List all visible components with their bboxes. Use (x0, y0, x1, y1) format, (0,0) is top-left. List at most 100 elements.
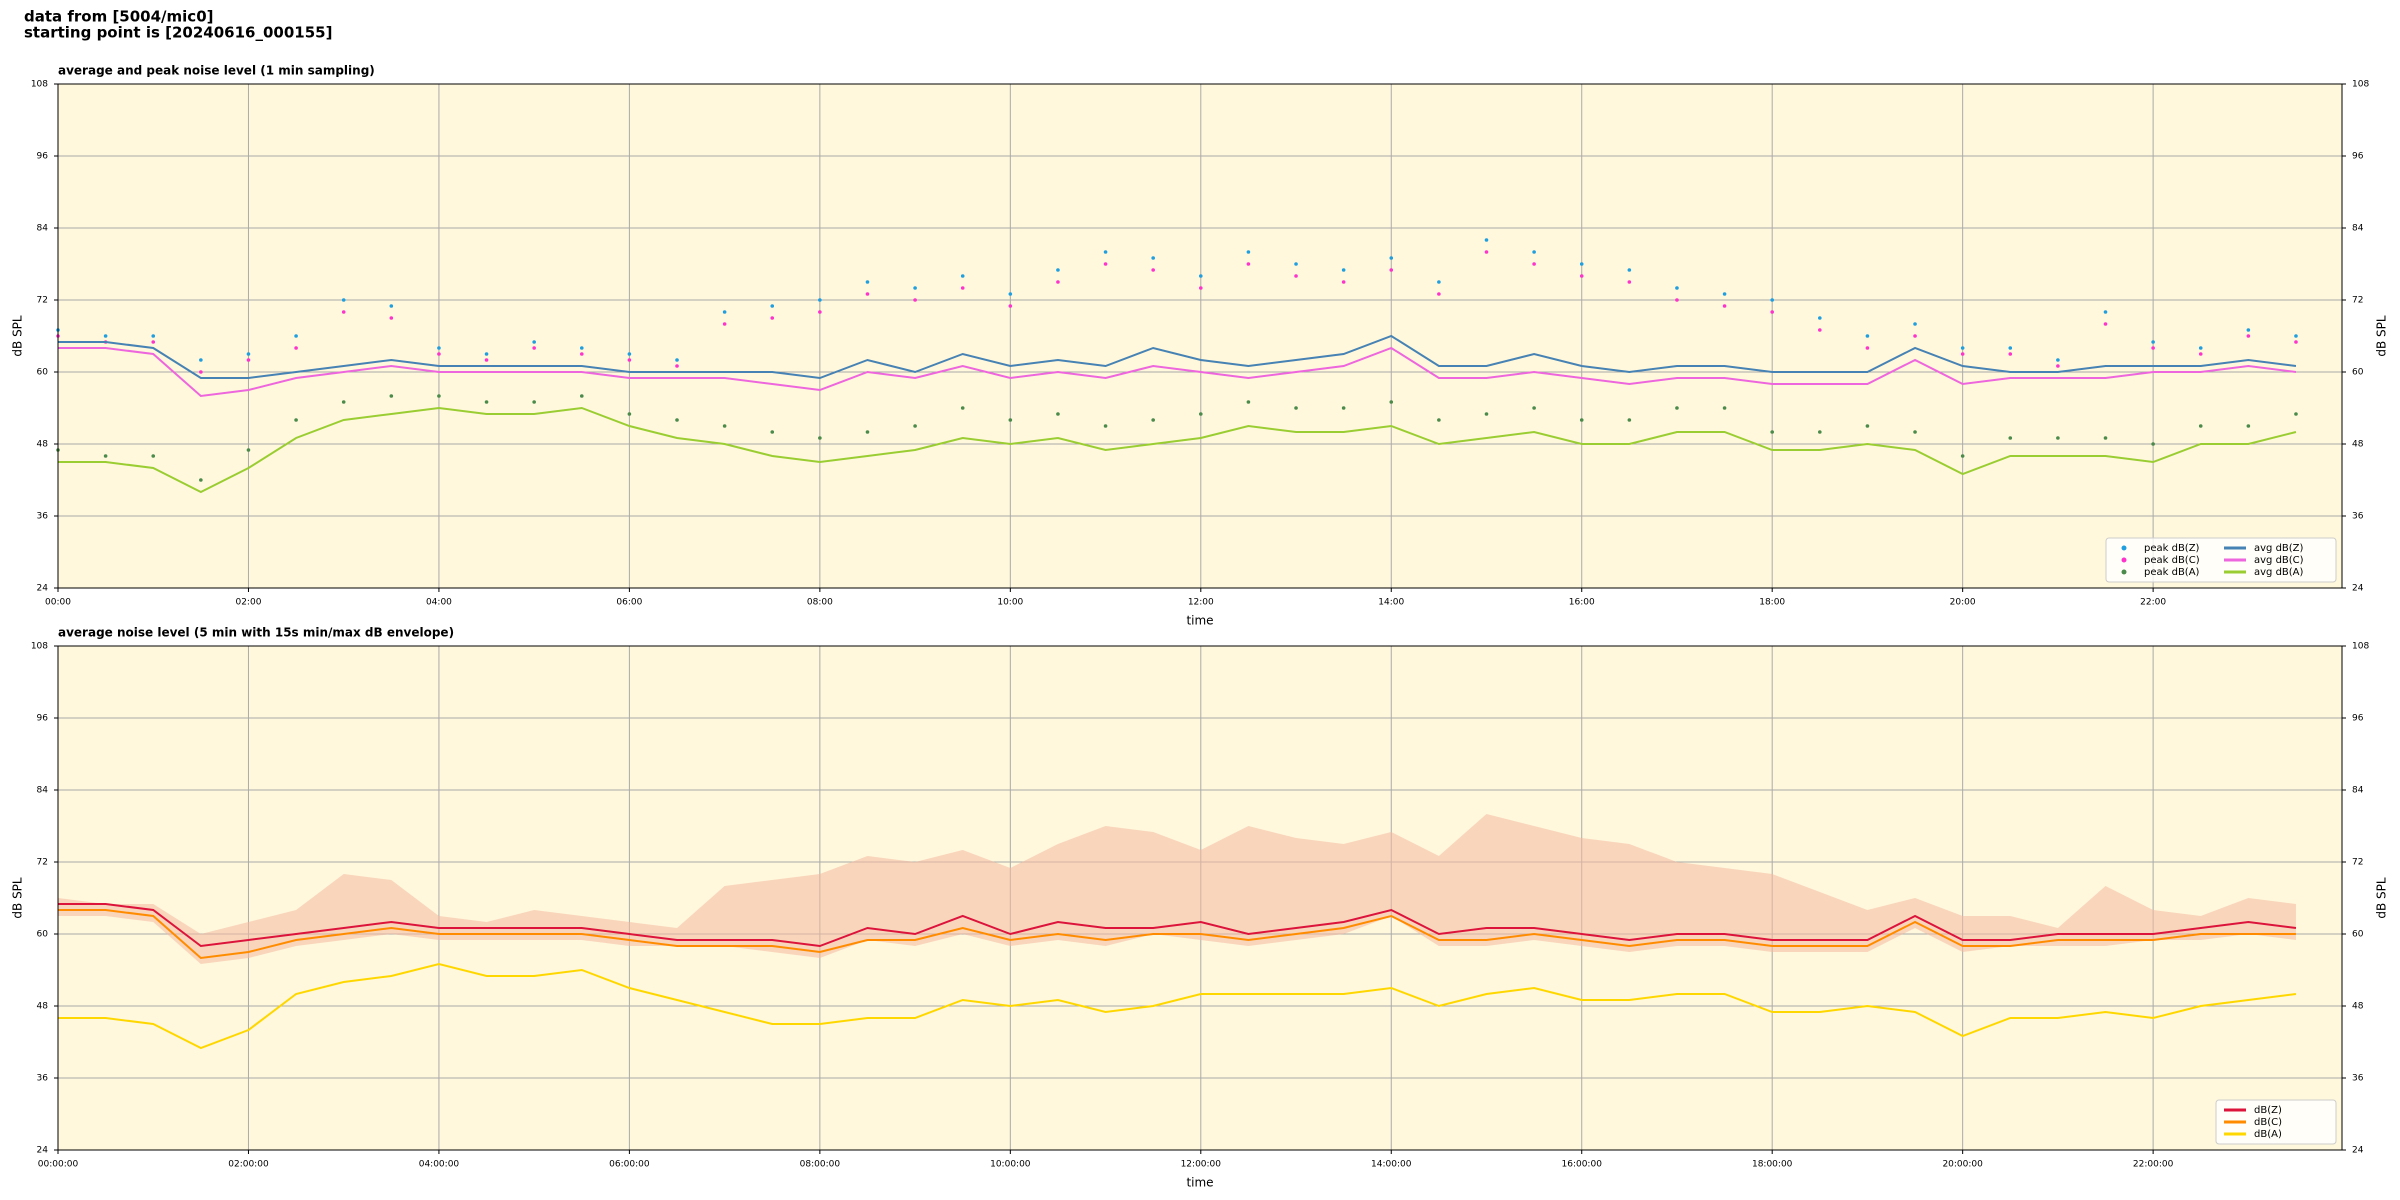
y-tick-label: 60 (37, 368, 49, 378)
y-tick-label: 96 (37, 714, 49, 724)
peak-point (246, 352, 251, 356)
y-tick-label: 36 (37, 512, 49, 522)
legend-box (2105, 537, 2337, 583)
peak-point (151, 340, 156, 344)
peak-point (1818, 316, 1822, 320)
peak-point (913, 298, 917, 302)
peak-point (722, 310, 727, 314)
y-tick-label: 36 (2352, 1074, 2364, 1084)
chart-title: average and peak noise level (1 min samp… (58, 64, 375, 78)
x-tick-label: 08:00 (807, 598, 833, 608)
x-tick-label: 14:00 (1378, 598, 1404, 608)
peak-point (199, 370, 203, 374)
peak-point (294, 334, 298, 338)
y-tick-label: 108 (2352, 642, 2369, 652)
peak-point (1675, 298, 1679, 302)
peak-point (1151, 268, 1155, 272)
y-tick-label: 48 (2352, 440, 2364, 450)
peak-point (1341, 406, 1346, 410)
peak-point (1913, 322, 1917, 326)
peak-point (1103, 262, 1108, 266)
peak-point (1532, 262, 1536, 266)
peak-point (1722, 406, 1727, 410)
peak-point (1008, 292, 1013, 296)
peak-point (675, 418, 679, 422)
peak-point (1865, 424, 1870, 428)
y-tick-label: 24 (37, 1146, 49, 1156)
peak-point (675, 358, 679, 362)
peak-point (2056, 364, 2060, 368)
series-line (58, 406, 2297, 494)
peak-point (294, 346, 298, 350)
peak-point (1341, 268, 1346, 272)
y-axis-label: dB SPL (11, 315, 25, 357)
legend-label: dB(Z) (2254, 1105, 2282, 1116)
series-line (58, 334, 2297, 380)
peak-point (1865, 334, 1870, 338)
peak-point (484, 352, 489, 356)
y-tick-label: 84 (37, 786, 49, 796)
peak-point (437, 394, 441, 398)
peak-point (579, 352, 584, 356)
peak-point (960, 286, 965, 290)
peak-point (2008, 346, 2013, 350)
peak-point (579, 346, 584, 350)
peak-point (2008, 436, 2013, 440)
peak-point (2151, 346, 2155, 350)
y-axis-label: dB SPL (2375, 315, 2389, 357)
peak-point (1437, 292, 1441, 296)
peak-point (246, 358, 251, 362)
legend-label: dB(C) (2254, 1117, 2282, 1128)
peak-point (627, 412, 632, 416)
peak-point (1913, 334, 1917, 338)
x-axis-label: time (1186, 614, 1213, 628)
chart-title: average noise level (5 min with 15s min/… (58, 626, 454, 640)
peak-point (770, 430, 775, 434)
x-tick-label: 00:00:00 (38, 1160, 79, 1170)
peak-point (1389, 400, 1394, 404)
peak-point (2246, 334, 2251, 338)
peak-point (1198, 274, 1203, 278)
peak-point (1627, 280, 1632, 284)
y-tick-label: 72 (2352, 296, 2363, 306)
legend-label: dB(A) (2254, 1129, 2282, 1140)
peak-point (1151, 418, 1155, 422)
peak-point (2294, 412, 2298, 416)
peak-point (1770, 310, 1774, 314)
peak-point (1151, 256, 1155, 260)
peak-point (1246, 400, 1251, 404)
y-tick-label: 72 (37, 858, 48, 868)
series-line (58, 909, 2296, 960)
peak-point (532, 400, 536, 404)
peak-point (1770, 430, 1774, 434)
envelope (58, 814, 2296, 964)
legend-label: avg dB(Z) (2254, 543, 2304, 554)
x-tick-label: 06:00 (616, 598, 642, 608)
peak-point (1103, 250, 1108, 254)
peak-point (199, 358, 203, 362)
peak-point (675, 364, 679, 368)
peak-point (2056, 436, 2060, 440)
peak-point (389, 394, 394, 398)
peak-point (2198, 424, 2203, 428)
y-tick-label: 24 (37, 584, 49, 594)
peak-point (1960, 346, 1965, 350)
y-tick-label: 96 (37, 152, 49, 162)
peak-point (389, 304, 394, 308)
x-tick-label: 12:00:00 (1181, 1160, 1222, 1170)
peak-point (1484, 238, 1489, 242)
header-line: data from [5004/mic0] (24, 8, 214, 26)
y-axis-label: dB SPL (11, 877, 25, 919)
peak-point (865, 430, 870, 434)
y-tick-label: 60 (2352, 368, 2364, 378)
peak-point (1675, 286, 1679, 290)
peak-point (2056, 358, 2060, 362)
plot-background (58, 84, 2342, 588)
x-tick-label: 14:00:00 (1371, 1160, 1412, 1170)
y-tick-label: 108 (2352, 80, 2369, 90)
peak-point (2246, 328, 2251, 332)
peak-point (1294, 274, 1298, 278)
peak-point (627, 358, 632, 362)
peak-point (1008, 418, 1013, 422)
peak-point (1484, 412, 1489, 416)
